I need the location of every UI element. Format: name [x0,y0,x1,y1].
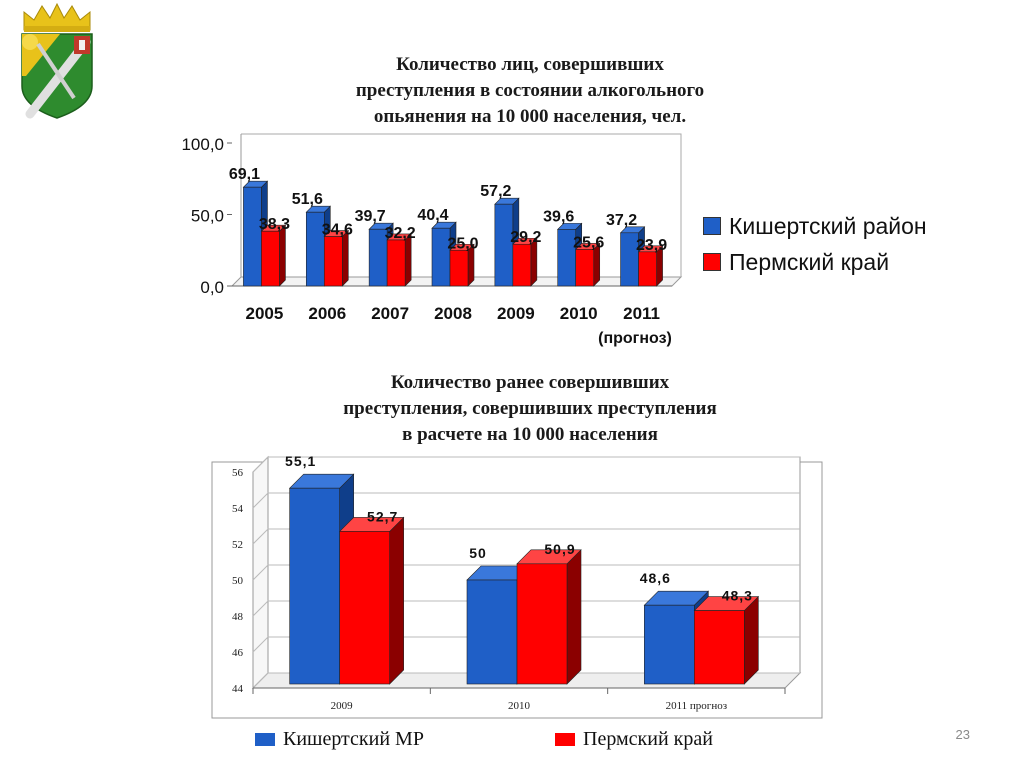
chart1-bar [323,229,350,287]
coat-of-arms-icon [21,2,93,119]
chart2-ytick-label: 56 [232,467,244,479]
chart1-data-label: 39,7 [355,208,386,225]
chart1-legend: Кишертский район Пермский край [703,208,927,280]
chart1-data-label: 23,9 [636,237,667,254]
chart1-data-label: 32,2 [385,225,416,242]
chart2-data-label: 52,7 [367,508,398,524]
chart1-data-label: 69,1 [229,166,260,183]
chart2-bar [338,516,405,685]
chart2-bar [516,549,582,685]
chart1-data-label: 38,3 [259,216,290,233]
legend-label: Пермский край [729,248,890,275]
chart2-ytick-label: 46 [232,647,244,659]
chart1-ytick-label: 0,0 [200,278,224,297]
chart1-data-label: 51,6 [292,191,323,208]
legend-swatch-red [555,733,575,746]
chart1-data-label: 37,2 [606,212,637,229]
chart1-data-label: 39,6 [543,208,574,225]
legend-swatch-blue [255,733,275,746]
chart1-category-label: 2009 [497,304,535,323]
chart2-title: Количество ранее совершивших преступлени… [343,372,717,445]
chart2-bars [288,473,760,685]
chart1-category-label: 2005 [246,304,284,323]
chart1-bar [637,245,664,287]
legend-item-perm-krai: Пермский край [703,244,927,280]
chart1-data-label: 40,4 [417,207,448,224]
chart2-legend: Кишертский МР Пермский край [255,728,775,756]
chart2-data-label: 50,9 [544,541,575,557]
chart2-ytick-label: 50 [232,575,244,587]
chart2-gridline [252,564,800,581]
chart1-data-label: 25,6 [573,234,604,251]
chart1-category-label: 2011 [623,304,660,323]
chart2-data-label: 48,6 [640,570,671,586]
chart1-bar [386,233,412,287]
legend-label: Кишертский район [729,212,927,239]
chart2-gridline [252,528,800,545]
legend-swatch-red [703,253,721,271]
chart2-category-label: 2011 прогноз [666,700,727,712]
legend-label: Пермский край [583,728,713,750]
legend-swatch-blue [703,217,721,235]
chart2-ytick-label: 48 [232,611,244,623]
legend-item-kishert-district: Кишертский район [703,208,927,244]
chart1-bar [512,237,538,287]
chart1-ytick-label: 100,0 [181,135,224,154]
chart2-category-label: 2009 [331,700,354,712]
legend-item-perm-krai: Пермский край [555,728,713,751]
chart1-data-label: 34,6 [322,222,353,239]
chart1-back-frame [241,133,682,277]
chart1-ytick-label: 50,0 [191,207,224,226]
chart1-category-label: 2010 [560,304,598,323]
chart2-gridline [252,600,800,617]
chart2-ytick-label: 52 [232,539,243,551]
chart1-bar [574,242,601,287]
chart1-data-label: 57,2 [480,183,511,200]
legend-item-kishert-mr: Кишертский МР [255,728,424,751]
chart1-category-label: 2008 [434,304,472,323]
chart2-bar [693,595,760,685]
chart1-category-note: (прогноз) [598,330,672,347]
chart1-bar [260,224,287,287]
chart1-data-label: 25,0 [447,235,478,252]
chart2-gridline [252,636,800,653]
chart2-labels: 2009 55,1 52,7 2010 50 50,9 2011 прогноз 48,6 48… [285,453,753,712]
chart1-category-label: 2006 [308,304,346,323]
chart2-category-label: 2010 [508,700,531,712]
chart2-data-label: 55,1 [285,453,316,469]
chart1-data-label: 29,2 [510,229,541,246]
coat-of-arms [16,2,98,120]
chart1-labels: 2005 69,1 38,3 2006 51,6 34,6 2007 39,732,2 2008… [229,166,667,323]
chart2-gridline [252,492,800,509]
chart2-data-label: 48,3 [722,588,753,604]
chart2-ytick-label: 54 [232,503,244,515]
chart1-bars [242,180,664,287]
page-number: 23 [955,727,970,742]
legend-label: Кишертский МР [283,728,424,750]
chart2-ytick-label: 44 [232,683,244,695]
chart1-category-label: 2007 [371,304,409,323]
chart2-gridline [252,456,800,473]
chart2-gridline [252,672,800,689]
chart2-data-label: 50 [469,545,487,561]
chart1-title: Количество лиц, совершивших преступления… [355,54,705,127]
chart1-bar [449,243,475,287]
